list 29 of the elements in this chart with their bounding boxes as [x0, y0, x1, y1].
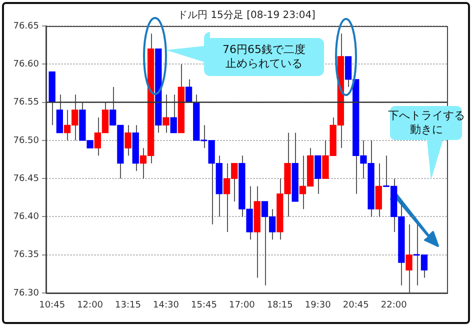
candlestick	[185, 78, 192, 103]
y-tick-label: 76.45	[13, 174, 39, 184]
y-tick-label: 76.65	[13, 21, 39, 32]
chart-title: ドル円 15分足 [08-19 23:04]	[176, 9, 316, 22]
x-tick-label: 17:00	[228, 300, 256, 311]
candlestick	[162, 94, 170, 134]
candlestick	[406, 224, 412, 294]
annotation: 下へトライする動きに	[387, 109, 466, 137]
annotation: 76円65銭で二度止められている	[222, 43, 306, 71]
candlestick	[124, 124, 132, 156]
x-tick-label: 13:15	[115, 300, 141, 311]
x-tick-label: 18:15	[266, 300, 293, 311]
x-tick-label: 22:00	[380, 300, 408, 311]
x-tick-label: 19:30	[304, 300, 332, 311]
candlestick	[170, 94, 177, 134]
candlestick	[314, 155, 322, 194]
y-tick-label: 76.55	[13, 98, 39, 108]
x-tick-label: 10:45	[39, 300, 66, 311]
x-tick-label: 15:45	[191, 300, 217, 311]
x-tick-label: 14:30	[153, 300, 180, 311]
y-tick-label: 76.60	[13, 59, 40, 70]
candlestick	[375, 162, 382, 218]
y-tick-label: 76.30	[13, 288, 40, 298]
y-tick-label: 76.40	[13, 212, 40, 222]
x-tick-label: 20:45	[342, 300, 369, 311]
x-tick-label: 12:00	[77, 300, 104, 311]
y-tick-label: 76.50	[13, 136, 40, 146]
candlestick	[56, 94, 63, 134]
y-tick-label: 76.35	[13, 250, 39, 260]
